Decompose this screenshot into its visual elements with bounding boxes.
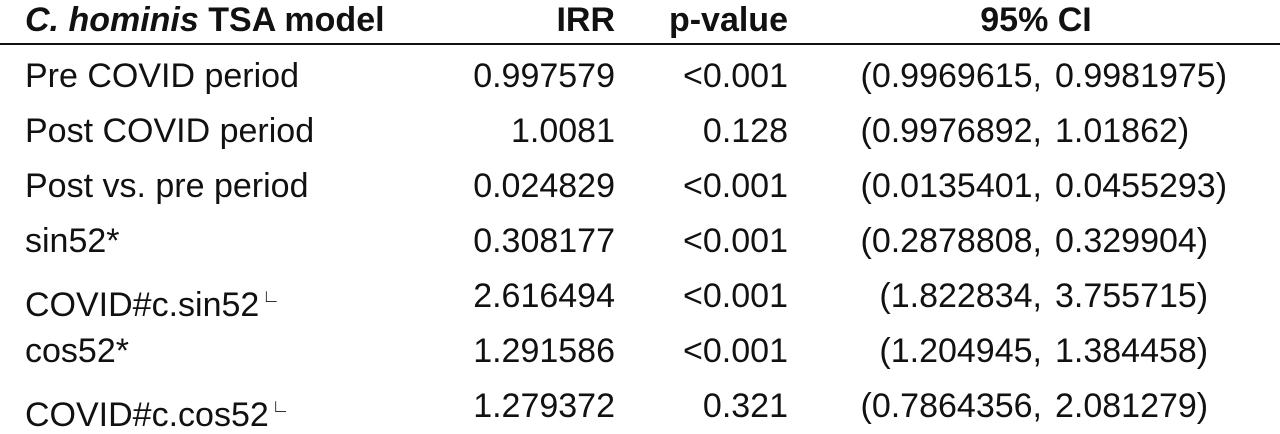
p-value: <0.001	[683, 167, 788, 205]
irr: 1.291586	[473, 332, 615, 370]
irr: 0.997579	[473, 57, 615, 95]
p-value: <0.001	[683, 332, 788, 370]
ci-high: 2.081279)	[1055, 387, 1209, 425]
p-value: 0.128	[702, 112, 788, 150]
row-label-text: COVID#c.cos52	[25, 396, 269, 434]
p-value: <0.001	[683, 277, 788, 315]
ci-high: 1.384458)	[1055, 332, 1209, 370]
header-ci: 95% CI	[980, 1, 1092, 39]
p-value: <0.001	[683, 222, 788, 260]
ci-high: 3.755715)	[1055, 277, 1209, 315]
row-label-text: cos52*	[25, 332, 129, 370]
header-model-italic: C. hominis	[25, 1, 199, 39]
row-label: Pre COVID period	[25, 56, 299, 96]
row-label-sup: ∟	[271, 396, 290, 416]
ci-low: (1.204945,	[879, 332, 1042, 370]
irr: 1.0081	[511, 112, 615, 150]
header-model-rest: TSA model	[208, 1, 385, 39]
row-label-text: sin52*	[25, 222, 120, 260]
row-label-text: Post vs. pre period	[25, 167, 309, 205]
ci-high: 0.9981975)	[1055, 57, 1228, 95]
ci-low: (0.0135401,	[860, 167, 1043, 205]
row-label: COVID#c.sin52 ∟	[25, 276, 280, 325]
p-value: 0.321	[702, 387, 788, 425]
ci-high: 0.329904)	[1055, 222, 1209, 260]
irr: 0.024829	[473, 167, 615, 205]
header-model: C. hominis TSA model	[25, 0, 385, 40]
ci-low: (0.9976892,	[860, 112, 1043, 150]
ci-low: (1.822834,	[879, 277, 1042, 315]
header-rule	[0, 43, 1280, 45]
row-label-text: Pre COVID period	[25, 57, 299, 95]
irr: 0.308177	[473, 222, 615, 260]
ci-high: 1.01862)	[1055, 112, 1190, 150]
ci-low: (0.9969615,	[860, 57, 1043, 95]
row-label: COVID#c.cos52 ∟	[25, 386, 289, 434]
row-label: cos52*	[25, 331, 129, 371]
irr: 2.616494	[473, 277, 615, 315]
row-label: Post COVID period	[25, 111, 314, 151]
row-label: Post vs. pre period	[25, 166, 308, 206]
header-irr: IRR	[556, 1, 615, 39]
row-label-sup: ∟	[262, 286, 280, 306]
header-p: p-value	[668, 1, 788, 39]
row-label-text: Post COVID period	[25, 112, 315, 150]
row-label: sin52*	[25, 221, 120, 261]
ci-low: (0.7864356,	[860, 387, 1043, 425]
irr: 1.279372	[473, 387, 615, 425]
ci-high: 0.0455293)	[1055, 167, 1228, 205]
ci-low: (0.2878808,	[860, 222, 1043, 260]
p-value: <0.001	[683, 57, 788, 95]
row-label-text: COVID#c.sin52	[25, 286, 260, 324]
